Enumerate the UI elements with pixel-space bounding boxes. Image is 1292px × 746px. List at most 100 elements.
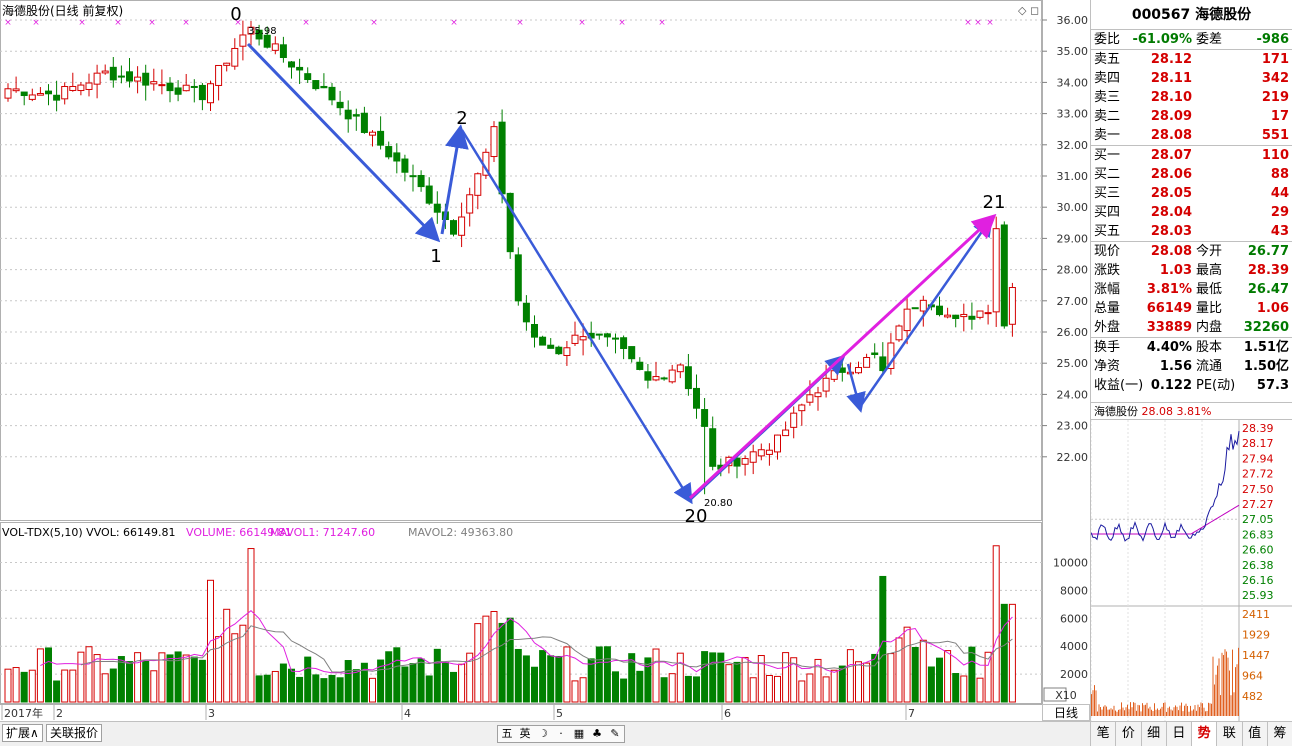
bid-row: 买四 28.04 29	[1091, 203, 1292, 222]
volume-axis-label: 2000	[1060, 668, 1088, 681]
intraday-volume-bar	[1179, 705, 1181, 716]
ime-english-icon[interactable]: 英	[519, 727, 531, 740]
intraday-volume-bar	[1119, 709, 1121, 716]
stat-row: 现价 28.08 今开 26.77	[1091, 242, 1292, 261]
intraday-volume-label: 964	[1242, 670, 1263, 683]
volume-bar	[288, 668, 295, 703]
candlestick	[69, 72, 77, 92]
volume-bar	[587, 658, 595, 703]
candlestick	[668, 364, 676, 384]
candlestick	[709, 416, 717, 471]
stat-v1: 1.03	[1159, 263, 1192, 278]
candlestick	[636, 357, 644, 371]
candlestick	[871, 343, 879, 359]
candlestick	[652, 361, 660, 382]
dot-icon[interactable]: ·	[559, 727, 563, 740]
volume-bar	[887, 653, 895, 703]
candlestick	[539, 335, 547, 346]
candlestick	[976, 310, 984, 320]
right-tab[interactable]: 笔	[1091, 722, 1117, 746]
candlestick	[620, 335, 628, 360]
right-tab[interactable]: 值	[1243, 722, 1268, 746]
order-price: 28.08	[1150, 128, 1192, 143]
candlestick	[247, 21, 255, 47]
related-quotes-tab[interactable]: 关联报价	[46, 724, 103, 742]
candlestick	[498, 109, 506, 204]
volume-bar	[822, 676, 830, 703]
candlestick	[360, 106, 368, 134]
volume-bar	[814, 658, 822, 703]
right-tab[interactable]: 势	[1192, 722, 1218, 746]
candlestick	[757, 443, 765, 461]
time-axis-label: 7	[908, 707, 915, 720]
volume-bar	[806, 673, 814, 703]
wave-label: 0	[230, 4, 241, 25]
candlestick	[879, 342, 887, 375]
expand-tab[interactable]: 扩展∧	[2, 724, 43, 742]
candlestick	[952, 314, 960, 328]
candlestick	[887, 333, 895, 375]
period-button[interactable]: 日线	[1042, 704, 1090, 721]
volume-bar	[20, 671, 28, 703]
intraday-chart[interactable]: 28.39 28.17 27.94 27.72 27.50 27.27 27.05 26.83…	[1091, 420, 1292, 721]
candlestick	[450, 219, 457, 237]
event-marker: ×	[182, 18, 190, 28]
event-marker: ×	[578, 18, 586, 28]
right-tab[interactable]: 日	[1167, 722, 1192, 746]
settings-wrench-icon[interactable]: ✎	[610, 727, 620, 740]
volume-bar	[45, 647, 52, 703]
price-axis-label: 24.00	[1057, 388, 1089, 401]
volume-bar	[1008, 603, 1016, 703]
volume-bar	[757, 655, 765, 703]
candlestick	[231, 38, 239, 70]
intraday-volume-bar	[1170, 709, 1172, 716]
order-label: 卖四	[1094, 71, 1121, 86]
ask-orders: 卖五 28.12 171 卖四 28.11 342 卖三 28.10 219 卖二 28.09 17 卖…	[1091, 49, 1292, 145]
volume-bar	[417, 658, 425, 703]
right-tab[interactable]: 联	[1217, 722, 1243, 746]
intraday-volume-bar	[1091, 694, 1092, 716]
event-marker: ×	[78, 18, 86, 28]
intraday-volume-bar	[1151, 709, 1152, 716]
price-axis-label: 27.00	[1057, 295, 1089, 308]
order-label: 买三	[1094, 186, 1121, 201]
intraday-volume-bar	[1190, 705, 1191, 716]
intraday-volume-bar	[1224, 649, 1226, 716]
volume-bar	[976, 677, 984, 703]
skin-icon[interactable]: ♣	[592, 727, 602, 740]
order-volume: 29	[1270, 205, 1289, 220]
stat-l1: 外盘	[1094, 320, 1121, 335]
intraday-volume-bar	[1104, 705, 1106, 716]
intraday-volume-bar	[1196, 710, 1197, 716]
right-tab[interactable]: 筹	[1268, 722, 1292, 746]
intraday-volume-label: 482	[1242, 690, 1263, 703]
volume-bar	[1000, 603, 1008, 703]
ime-wubi-icon[interactable]: 五	[501, 727, 513, 740]
volume-bar	[304, 656, 312, 703]
candlestick	[960, 303, 968, 332]
order-label: 买四	[1094, 205, 1121, 220]
intraday-volume-bar	[1157, 708, 1158, 716]
order-label: 买一	[1094, 148, 1121, 163]
candlestick	[555, 345, 563, 356]
right-tab[interactable]: 细	[1142, 722, 1167, 746]
candlestick	[101, 64, 109, 75]
right-tab[interactable]: 价	[1116, 722, 1142, 746]
kline-chart-area[interactable]: 36.00 35.00 34.00 33.00 32.00 31.00 30.00 29.00…	[0, 0, 1090, 721]
intraday-volume-bar	[1206, 710, 1208, 716]
ask-row: 卖四 28.11 342	[1091, 69, 1292, 88]
candlestick	[765, 443, 773, 466]
event-marker: ×	[32, 18, 40, 28]
stat-row: 涨幅 3.81% 最低 26.47	[1091, 280, 1292, 299]
candlestick	[749, 444, 757, 475]
keyboard-icon[interactable]: ▦	[573, 727, 585, 740]
stat-v2: 26.77	[1247, 244, 1289, 259]
intraday-volume-bar	[1164, 702, 1166, 716]
volume-bar	[482, 615, 490, 703]
moon-icon[interactable]: ☽	[538, 727, 548, 740]
intraday-volume-bar	[1208, 702, 1209, 716]
intraday-volume-bar	[1125, 707, 1127, 716]
candlestick	[514, 247, 522, 306]
intraday-volume-bar	[1167, 707, 1169, 716]
intraday-volume-bar	[1202, 703, 1203, 716]
